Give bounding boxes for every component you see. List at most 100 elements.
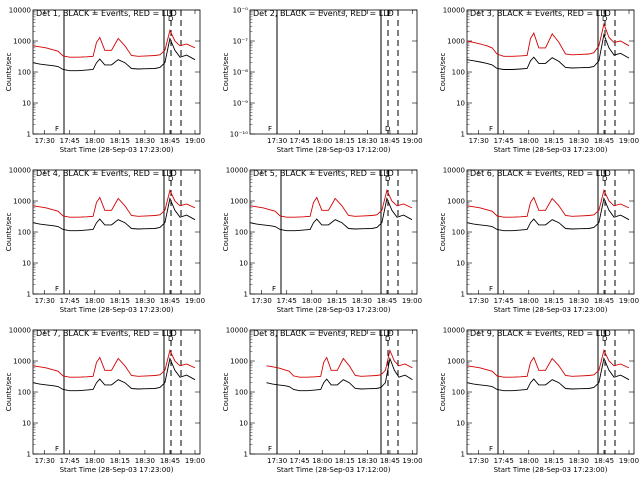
x-tick-label: 19:00	[619, 457, 639, 465]
panel-title: Det 5, BLACK = Events, RED = LLD	[253, 169, 394, 178]
x-axis-label: Start Time (28-Sep-03 17:23:00)	[494, 466, 608, 474]
series-line-events	[32, 196, 196, 232]
plot-frame	[32, 9, 201, 135]
y-tick-label: 1000	[447, 198, 465, 206]
x-tick-label: 18:45	[594, 457, 614, 465]
y-tick-label: 1000	[230, 358, 248, 366]
x-tick-label: 17:45	[494, 137, 514, 145]
marker-left: F	[55, 285, 59, 293]
plot-frame	[466, 169, 635, 295]
x-tick-label: 18:30	[135, 137, 155, 145]
x-tick-label: 18:30	[135, 297, 155, 305]
y-axis-label: Counts/sec	[222, 53, 230, 92]
x-tick-label: 18:15	[335, 457, 355, 465]
panel-title: Det 8, BLACK = Events, RED = LLD	[253, 329, 394, 338]
x-tick-label: 18:45	[594, 297, 614, 305]
panel-det-7: Det 7, BLACK = Events, RED = LLD 17:30 17:…	[5, 327, 205, 475]
series-line-events	[249, 196, 413, 232]
marker-left: F	[268, 125, 272, 133]
y-tick-label: 1	[461, 451, 465, 459]
marker-right: D	[168, 15, 173, 23]
x-tick-label: 19:00	[185, 137, 205, 145]
x-tick-label: 19:00	[185, 457, 205, 465]
x-tick-label: 17:45	[290, 137, 310, 145]
y-tick-label: 10000	[443, 167, 465, 175]
y-tick-label: 10⁻⁷	[233, 38, 249, 46]
x-tick-label: 18:45	[377, 297, 397, 305]
y-tick-label: 10	[239, 420, 248, 428]
series-line-lld	[466, 22, 630, 57]
x-tick-label: 18:15	[110, 457, 130, 465]
x-tick-label: 18:45	[160, 457, 180, 465]
y-tick-label: 1	[27, 451, 31, 459]
x-tick-label: 17:45	[494, 457, 514, 465]
y-tick-label: 10	[456, 260, 465, 268]
y-axis-label: Counts/sec	[439, 213, 447, 252]
marker-right: D	[168, 335, 173, 343]
y-tick-label: 10000	[443, 7, 465, 15]
y-tick-label: 1000	[447, 38, 465, 46]
x-axis-label: Start Time (28-Sep-03 17:23:00)	[277, 306, 391, 314]
x-tick-label: 17:45	[290, 457, 310, 465]
y-tick-label: 100	[235, 389, 248, 397]
y-tick-label: 10	[239, 260, 248, 268]
x-tick-label: 18:00	[85, 137, 105, 145]
x-tick-label: 17:45	[60, 297, 80, 305]
series-line-lld	[266, 348, 413, 378]
x-tick-label: 19:00	[619, 297, 639, 305]
x-tick-label: 17:30	[469, 457, 489, 465]
panel-det-3: Det 3, BLACK = Events, RED = LLD 17:30 17:…	[439, 7, 639, 155]
y-tick-label: 10000	[226, 327, 248, 335]
series-line-events	[466, 197, 630, 232]
x-tick-label: 19:00	[402, 457, 422, 465]
y-tick-label: 10	[22, 100, 31, 108]
x-tick-label: 17:45	[277, 297, 297, 305]
y-tick-label: 100	[18, 229, 31, 237]
series-line-events	[266, 356, 413, 392]
panel-det-2: Det 2, BLACK = Events, RED = LLD 17:30 17:…	[222, 7, 423, 155]
y-tick-label: 100	[18, 69, 31, 77]
marker-left: F	[55, 125, 59, 133]
series-line-events	[32, 36, 196, 72]
x-tick-label: 18:00	[85, 457, 105, 465]
y-tick-label: 10000	[226, 167, 248, 175]
x-axis-label: Start Time (28-Sep-03 17:12:00)	[277, 146, 391, 154]
panel-title: Det 7, BLACK = Events, RED = LLD	[36, 329, 177, 338]
y-tick-label: 100	[452, 389, 465, 397]
y-tick-label: 1	[244, 451, 248, 459]
x-tick-label: 18:15	[110, 137, 130, 145]
y-axis-label: Counts/sec	[5, 53, 13, 92]
y-tick-label: 10000	[9, 7, 31, 15]
x-tick-label: 18:45	[160, 137, 180, 145]
x-tick-label: 18:30	[357, 457, 377, 465]
y-axis-label: Counts/sec	[5, 213, 13, 252]
x-tick-label: 19:00	[402, 137, 422, 145]
x-tick-label: 17:30	[469, 137, 489, 145]
plot-frame	[32, 329, 201, 455]
y-tick-label: 1	[461, 131, 465, 139]
series-line-lld	[32, 349, 196, 378]
x-tick-label: 18:00	[312, 457, 332, 465]
y-tick-label: 10⁻¹⁰	[230, 131, 248, 139]
x-tick-label: 17:30	[35, 457, 55, 465]
x-tick-label: 19:00	[402, 297, 422, 305]
x-tick-label: 18:00	[519, 297, 539, 305]
series-line-lld	[32, 29, 196, 58]
x-tick-label: 18:00	[85, 297, 105, 305]
x-axis-label: Start Time (28-Sep-03 17:23:00)	[494, 306, 608, 314]
plot-frame	[466, 9, 635, 135]
x-tick-label: 18:00	[302, 297, 322, 305]
panel-title: Det 2, BLACK = Events, RED = LLD	[253, 9, 394, 18]
x-tick-label: 18:45	[380, 457, 400, 465]
y-tick-label: 100	[452, 229, 465, 237]
series-line-lld	[249, 189, 413, 218]
y-tick-label: 1000	[447, 358, 465, 366]
x-tick-label: 17:45	[494, 297, 514, 305]
y-tick-label: 1	[461, 291, 465, 299]
x-tick-label: 19:00	[185, 297, 205, 305]
y-tick-label: 10000	[443, 327, 465, 335]
y-axis-label: Counts/sec	[439, 53, 447, 92]
plot-frame	[466, 329, 635, 455]
x-axis-label: Start Time (28-Sep-03 17:23:00)	[60, 466, 174, 474]
